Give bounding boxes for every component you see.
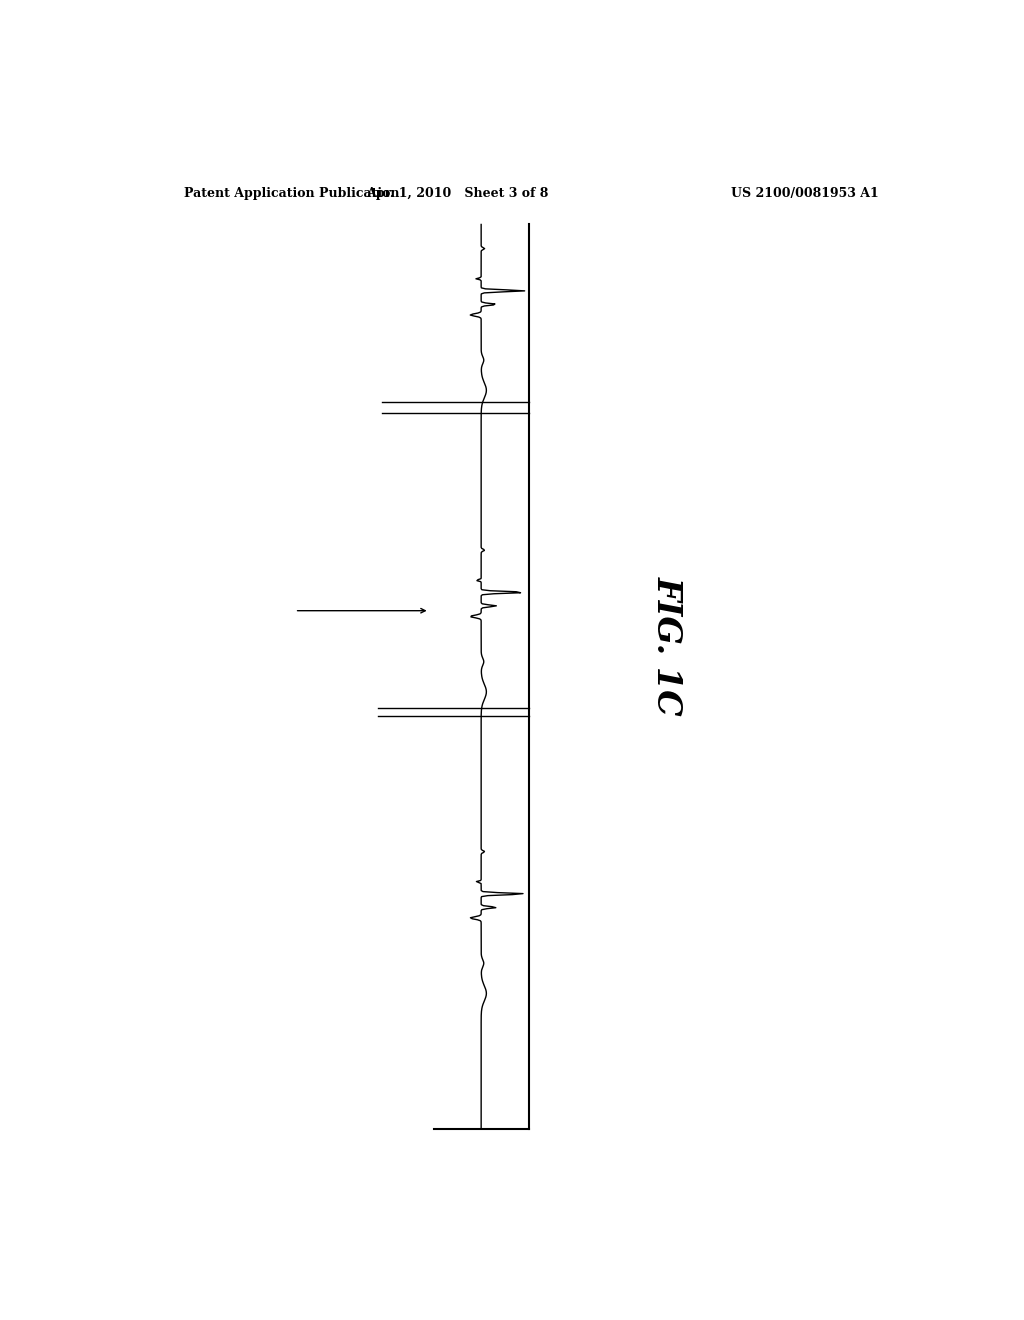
Text: Apr. 1, 2010   Sheet 3 of 8: Apr. 1, 2010 Sheet 3 of 8 [367,187,549,201]
Text: US 2100/0081953 A1: US 2100/0081953 A1 [731,187,879,201]
Text: Patent Application Publication: Patent Application Publication [183,187,399,201]
Text: FIG. 1C: FIG. 1C [651,577,684,717]
